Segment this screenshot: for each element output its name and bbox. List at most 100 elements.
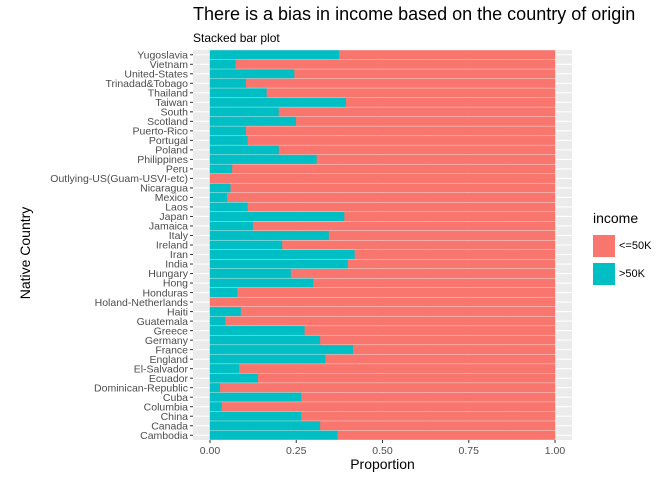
bar-segment-le50k: [230, 183, 556, 193]
bar-segment-gt50k: [209, 116, 297, 126]
y-tick-label: Hong: [163, 278, 188, 290]
bar-segment-gt50k: [209, 202, 249, 212]
bar-segment-le50k: [294, 69, 556, 79]
y-tick-label: Haiti: [167, 306, 188, 318]
y-tick-label: Canada: [151, 420, 188, 432]
y-tick-label: Holand-Netherlands: [95, 297, 188, 309]
bar-segment-le50k: [235, 59, 556, 69]
y-tick-label: Puerto-Rico: [133, 126, 189, 138]
bar-segment-le50k: [232, 164, 556, 174]
bar-segment-gt50k: [209, 126, 247, 136]
bar-segment-le50k: [320, 421, 556, 431]
y-tick-label: Hungary: [148, 268, 188, 280]
x-tick-label: 0.75: [459, 445, 480, 457]
bar-segment-gt50k: [209, 411, 302, 421]
y-tick-label: El-Salvador: [134, 363, 189, 375]
bar-segment-gt50k: [209, 69, 295, 79]
y-tick-label: Honduras: [142, 287, 188, 299]
bar-segment-gt50k: [209, 383, 221, 393]
bar-segment-le50k: [344, 211, 556, 221]
y-tick-label: Scotland: [147, 116, 188, 128]
bar-segment-le50k: [296, 116, 556, 126]
bar-segment-le50k: [245, 78, 556, 88]
bar-segment-le50k: [352, 345, 556, 355]
bar-segment-le50k: [301, 411, 556, 421]
y-tick-label: Jamaica: [149, 221, 188, 233]
bar-segment-le50k: [220, 383, 556, 393]
y-axis-label: Native Country: [17, 206, 33, 300]
bar-segment-gt50k: [209, 421, 321, 431]
bar-segment-gt50k: [209, 221, 254, 231]
y-tick-label: Cambodia: [140, 430, 188, 442]
bar-segment-le50k: [266, 88, 556, 98]
bar-segment-le50k: [328, 230, 556, 241]
y-tick-label: Taiwan: [155, 97, 188, 109]
bar-segment-gt50k: [209, 78, 247, 88]
bar-segment-le50k: [325, 354, 556, 364]
y-tick-label: China: [161, 411, 189, 423]
bar-segment-gt50k: [209, 97, 347, 107]
bar-segment-le50k: [290, 269, 556, 279]
bar-segment-gt50k: [209, 392, 302, 402]
bar-segment-gt50k: [209, 373, 259, 383]
y-tick-label: Iran: [170, 249, 188, 261]
bar-segment-gt50k: [209, 326, 306, 336]
x-tick-label: 1.00: [545, 445, 566, 457]
bar-segment-gt50k: [209, 230, 330, 241]
bar-segment-gt50k: [209, 240, 283, 250]
bar-segment-gt50k: [209, 307, 242, 317]
bar-segment-gt50k: [209, 430, 338, 440]
bar-segment-le50k: [301, 392, 556, 402]
bar-segment-le50k: [247, 202, 556, 212]
y-tick-label: Trinadad&Tobago: [105, 78, 188, 90]
bar-segment-gt50k: [209, 211, 345, 221]
legend-label-le50k: <=50K: [619, 240, 652, 252]
bar-segment-le50k: [245, 126, 556, 136]
y-tick-label: Ireland: [156, 240, 188, 252]
y-tick-label: Nicaragua: [140, 183, 188, 195]
y-tick-label: Greece: [154, 325, 189, 337]
y-tick-label: Peru: [166, 164, 188, 176]
bar-segment-le50k: [239, 364, 556, 374]
y-tick-label: United-States: [124, 68, 188, 80]
y-tick-label: India: [165, 259, 188, 271]
bar-segment-gt50k: [209, 345, 354, 355]
bar-segment-le50k: [237, 288, 556, 298]
y-tick-label: South: [161, 107, 189, 119]
y-tick-label: Germany: [145, 335, 189, 347]
y-tick-label: Mexico: [155, 192, 188, 204]
bar-segment-le50k: [252, 221, 556, 231]
bar-segment-gt50k: [209, 192, 228, 202]
bar-segment-gt50k: [209, 335, 321, 345]
legend-item-le50k: <=50K: [593, 232, 651, 260]
y-tick-label: Ecuador: [149, 373, 189, 385]
bar-segment-le50k: [316, 154, 556, 164]
bar-segment-le50k: [347, 259, 556, 269]
bar-segment-le50k: [240, 307, 556, 317]
bar-segment-gt50k: [209, 135, 249, 145]
bar-segment-gt50k: [209, 278, 314, 288]
bar-segment-le50k: [320, 335, 556, 345]
bar-segment-gt50k: [209, 249, 356, 260]
y-tick-label: Dominican-Republic: [94, 382, 188, 394]
bar-segment-le50k: [225, 316, 556, 326]
bar-segment-le50k: [339, 50, 556, 60]
bar-segment-le50k: [346, 97, 556, 107]
legend-key-gt50k: [593, 263, 615, 285]
y-tick-label: Japan: [159, 211, 188, 223]
bar-segment-le50k: [221, 402, 556, 412]
legend-title: income: [593, 210, 639, 226]
y-tick-label: Yugoslavia: [137, 49, 188, 61]
bar-segment-gt50k: [209, 183, 231, 193]
bar-segment-le50k: [282, 240, 556, 250]
bar-segment-gt50k: [209, 354, 326, 364]
y-tick-label: Portugal: [149, 135, 188, 147]
y-tick-label: Philippines: [137, 154, 188, 166]
bar-segment-gt50k: [209, 288, 238, 298]
y-tick-label: Cuba: [163, 392, 188, 404]
bar-segment-le50k: [247, 135, 556, 145]
legend-key-le50k: [593, 235, 615, 257]
bar-segment-le50k: [278, 107, 556, 117]
